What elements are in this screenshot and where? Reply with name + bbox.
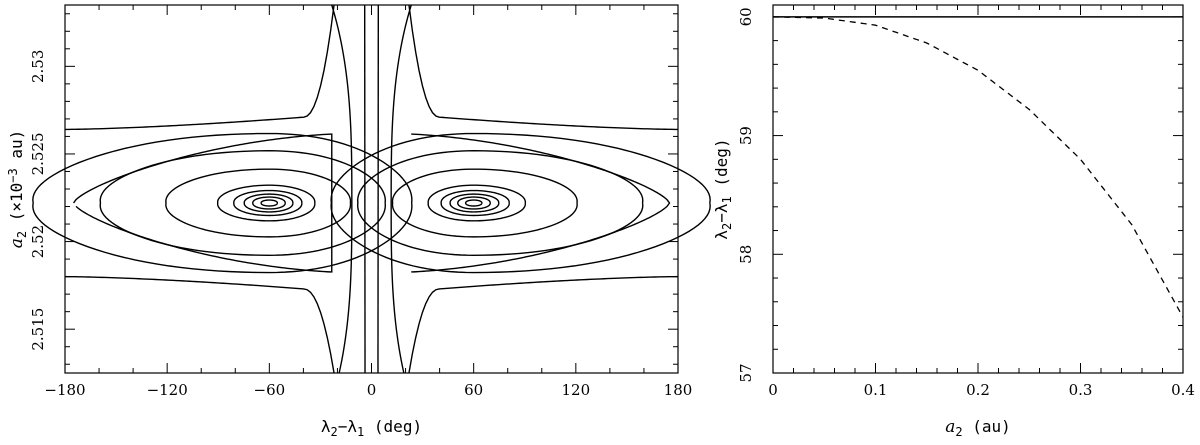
plot-frame — [772, 4, 1184, 374]
y-tick-label: 2.52 — [29, 225, 47, 258]
open-curve-top-left — [64, 4, 335, 131]
tadpole-contour — [457, 196, 491, 210]
y-tick-label: 60 — [737, 7, 755, 26]
tadpole-contour — [356, 150, 644, 256]
x-tick-label: 0.4 — [1171, 381, 1195, 399]
tadpole-contour — [216, 184, 316, 222]
y-tick-label: 59 — [737, 126, 755, 145]
y-tick-label: 2.525 — [29, 132, 47, 175]
tadpole-contour — [427, 184, 527, 222]
x-axis-label: λ2−λ1 (deg) — [321, 417, 422, 439]
open-curve-bottom-left — [64, 275, 335, 374]
open-curve-top-right — [408, 4, 679, 131]
tadpole-contour — [391, 168, 578, 238]
tadpole-contour — [99, 150, 387, 256]
x-tick-label: −180 — [44, 381, 85, 399]
left-contour-panel: −180 −120 −60 0 60 120 180 2.515 2.52 2.525 2.53 λ2… — [6, 4, 711, 439]
tadpole-contour — [330, 132, 711, 274]
tadpole-contour — [243, 193, 294, 213]
y-tick-label: 2.515 — [29, 308, 47, 351]
tadpole-contour — [233, 189, 303, 217]
x-tick-label: 0 — [367, 381, 377, 399]
x-tick-label: 0.2 — [966, 381, 990, 399]
x-tick-label: −60 — [254, 381, 286, 399]
y-tick-label: 57 — [737, 363, 755, 382]
x-tick-label: 0.1 — [864, 381, 888, 399]
x-tick-label: 0 — [768, 381, 778, 399]
y-axis-label: a2 (×10−3 au) — [6, 130, 29, 249]
x-tick-label: −120 — [147, 381, 188, 399]
central-outer-curve — [331, 4, 353, 374]
tadpole-contour — [260, 199, 279, 207]
x-tick-label: 60 — [464, 381, 483, 399]
tadpole-contour — [440, 189, 510, 217]
tadpole-contour — [449, 193, 500, 213]
x-axis-label: a2 (au) — [945, 417, 1011, 439]
separatrix-right — [411, 133, 671, 273]
central-outer-curve — [390, 4, 412, 374]
tadpole-contour — [32, 132, 413, 274]
y-tick-label: 58 — [737, 245, 755, 264]
x-tick-label: 120 — [562, 381, 591, 399]
y-tick-label: 2.53 — [29, 50, 47, 83]
separatrix-left — [72, 133, 333, 273]
tadpole-contour — [464, 199, 483, 207]
right-line-panel: 0 0.1 0.2 0.3 0.4 57 58 59 60 a2 (au) λ2−λ1 (deg) — [712, 4, 1195, 439]
tadpole-contour — [165, 168, 352, 238]
open-curve-bottom-right — [408, 275, 679, 374]
series-line-dashed — [772, 16, 1184, 318]
x-tick-label: 180 — [664, 381, 693, 399]
y-axis-label: λ2−λ1 (deg) — [712, 138, 734, 239]
tadpole-contour — [252, 196, 286, 210]
plot-frame — [64, 4, 679, 374]
x-tick-label: 0.3 — [1069, 381, 1093, 399]
